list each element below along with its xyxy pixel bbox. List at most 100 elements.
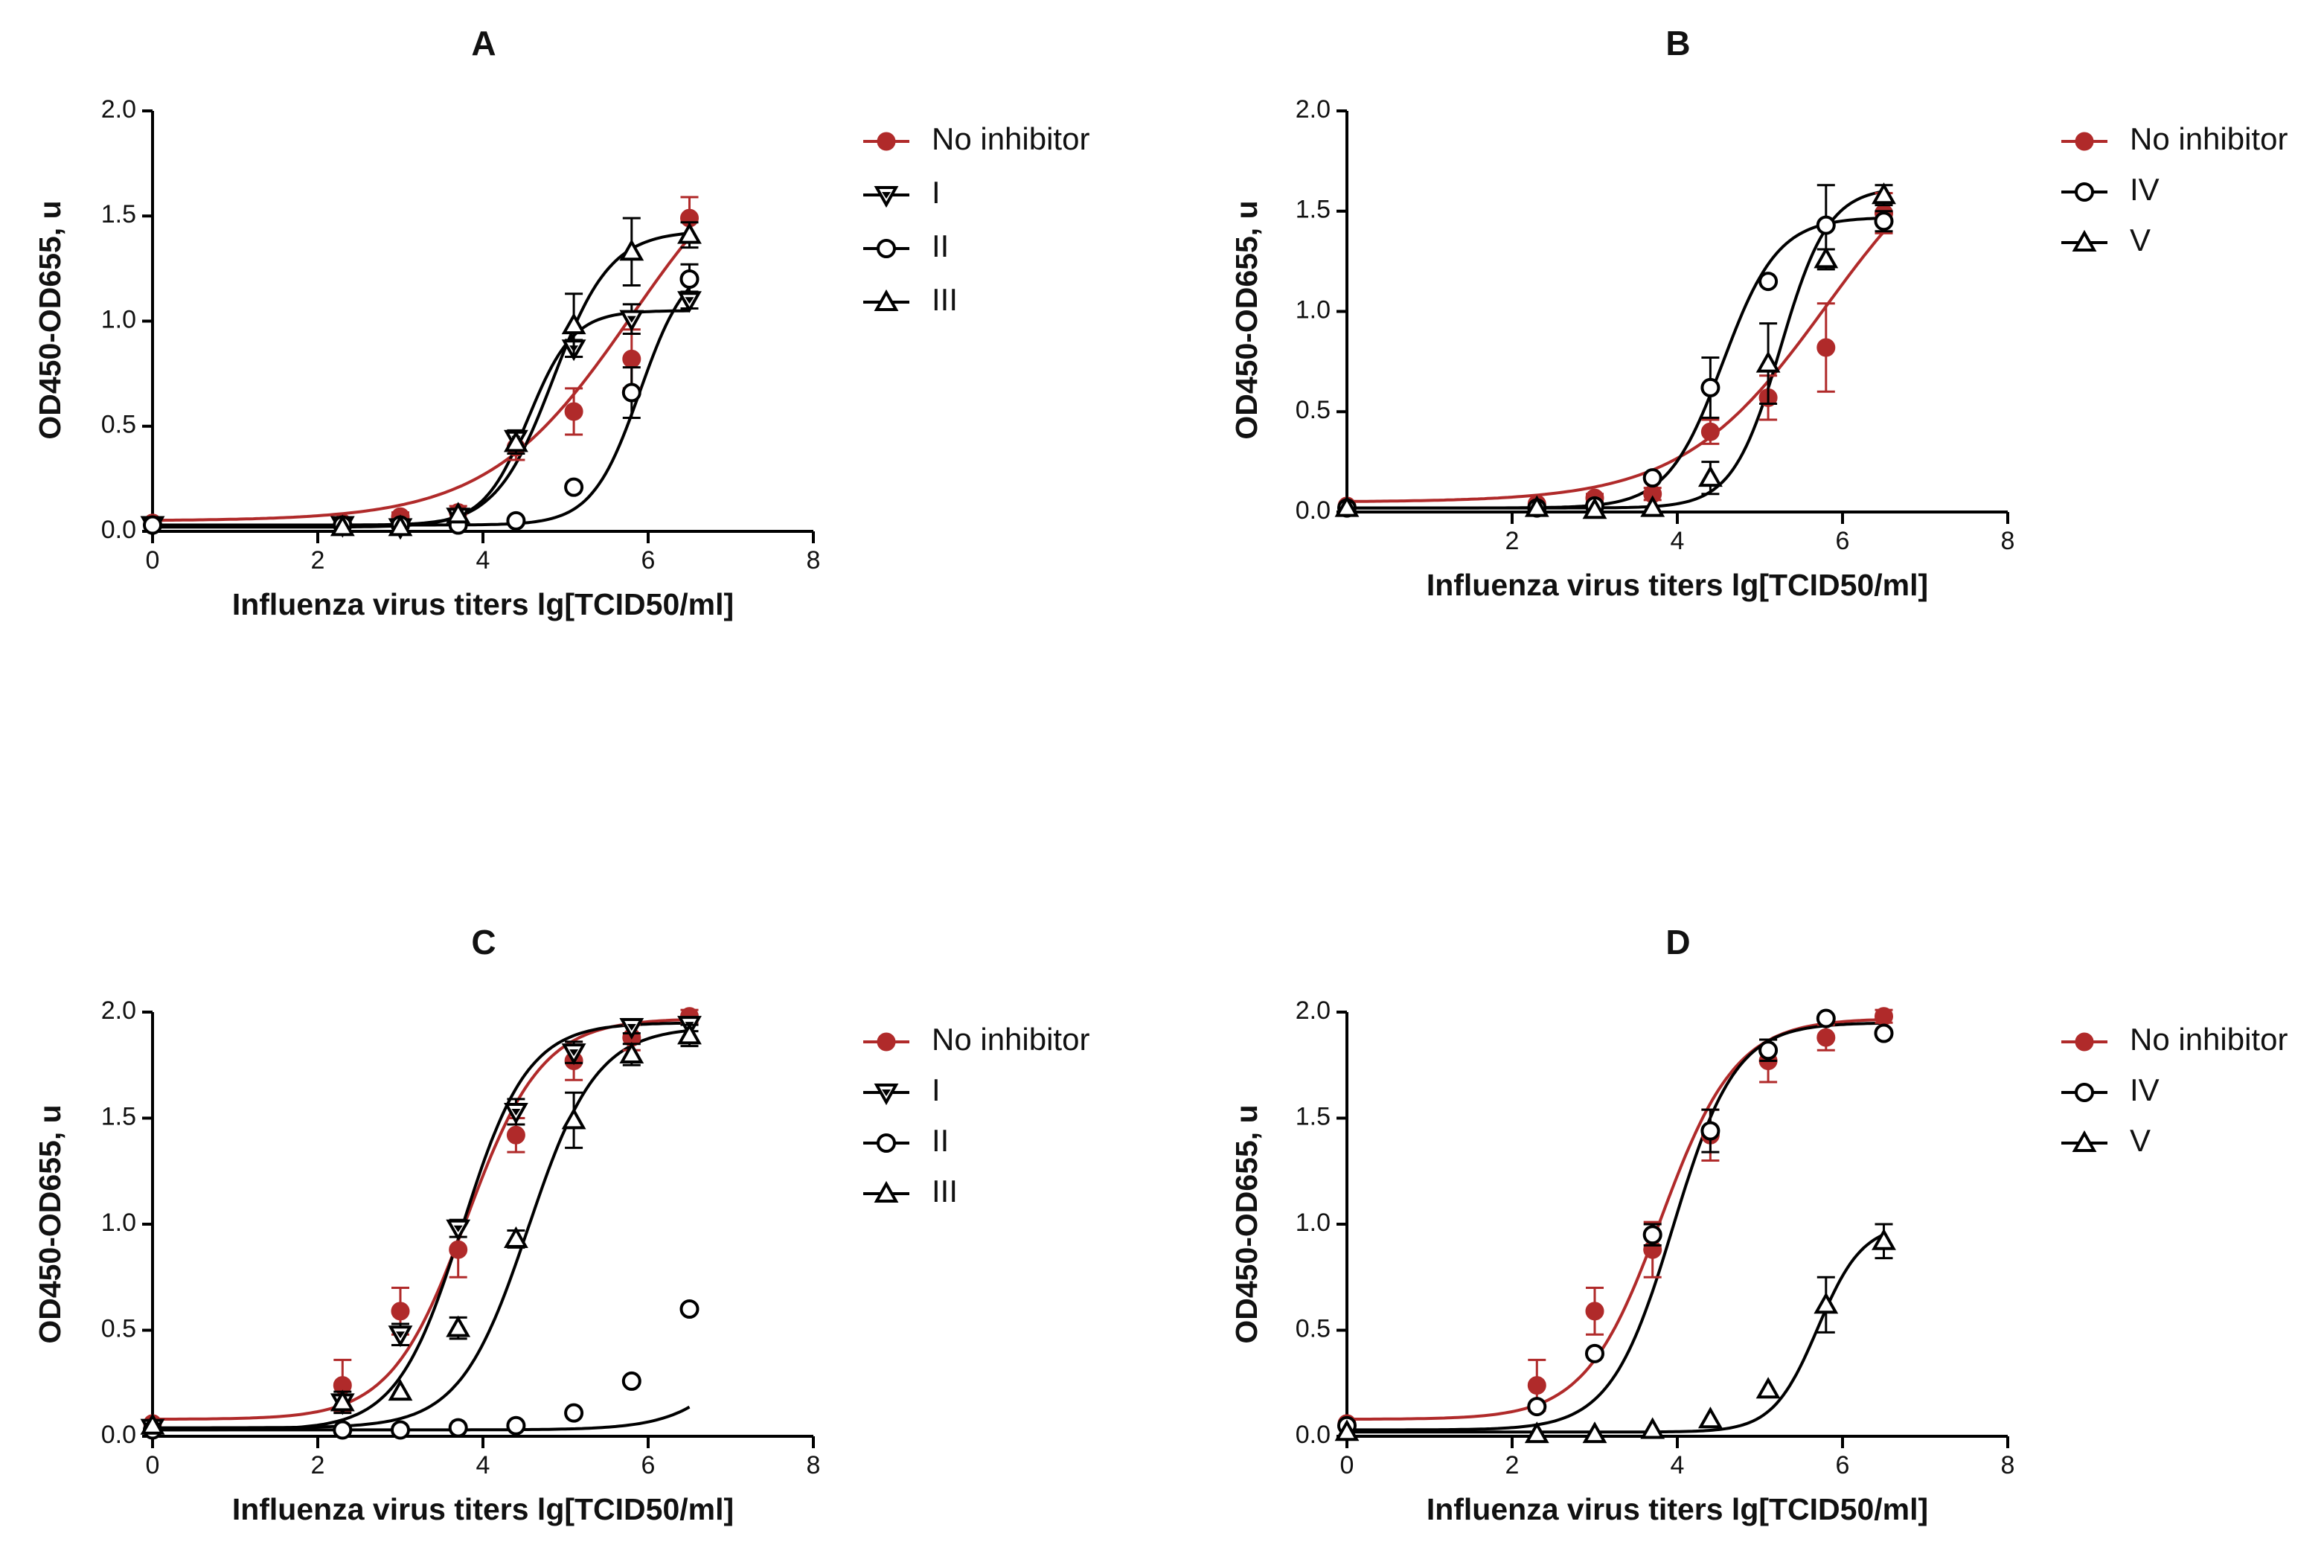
y-tick-label: 0.5 bbox=[1296, 1314, 1331, 1343]
legend-label: III bbox=[932, 1174, 958, 1209]
y-axis-title: OD450-OD655, u bbox=[33, 1104, 67, 1343]
data-point bbox=[503, 430, 528, 452]
legend-marker bbox=[874, 289, 899, 311]
y-tick-label: 1.0 bbox=[1296, 295, 1331, 324]
series-iv bbox=[1337, 1008, 1894, 1436]
x-tick-label: 8 bbox=[2001, 1451, 2015, 1479]
series-no-inhibitor bbox=[143, 1007, 699, 1433]
series-v bbox=[1334, 182, 1896, 519]
legend-label: V bbox=[2130, 1123, 2151, 1158]
data-point bbox=[449, 1240, 468, 1259]
x-axis-title: Influenza virus titers lg[TCID50/ml] bbox=[1427, 568, 1928, 602]
data-point bbox=[1582, 1421, 1607, 1444]
y-tick-label: 1.5 bbox=[101, 1102, 136, 1130]
legend-label: IV bbox=[2130, 172, 2160, 207]
fit-curve-2-1 bbox=[153, 1021, 690, 1432]
x-tick-label: 0 bbox=[1340, 1451, 1354, 1479]
data-point bbox=[1697, 465, 1723, 487]
y-tick-label: 0.5 bbox=[1296, 396, 1331, 424]
fit-curve-0-3 bbox=[153, 231, 690, 529]
data-point bbox=[685, 297, 694, 304]
legend-label: No inhibitor bbox=[932, 121, 1089, 156]
panel-title: D bbox=[1665, 923, 1690, 961]
y-tick-label: 2.0 bbox=[1296, 95, 1331, 124]
x-tick-label: 2 bbox=[1505, 527, 1520, 555]
legend-marker bbox=[2075, 132, 2094, 151]
data-point bbox=[1872, 1228, 1896, 1250]
fit-curve-2-2 bbox=[153, 1405, 691, 1432]
x-tick-label: 2 bbox=[1505, 1451, 1520, 1479]
legend-label: I bbox=[932, 1072, 941, 1107]
chart-panel-b: B 0.0 0.5 1.0 1.5 2.0 2 4 6 8 Influenza virus tite… bbox=[1229, 24, 2288, 602]
legend-label: No inhibitor bbox=[2130, 121, 2288, 156]
legend-marker bbox=[877, 1032, 896, 1052]
y-tick-label: 1.0 bbox=[1296, 1209, 1331, 1237]
data-point bbox=[1585, 1343, 1604, 1363]
data-point bbox=[679, 269, 700, 289]
fit-curve-0-2 bbox=[153, 287, 691, 527]
data-point bbox=[622, 349, 641, 368]
data-point bbox=[1640, 1417, 1665, 1439]
data-point bbox=[506, 1125, 525, 1145]
fit-curve-1-0 bbox=[1346, 231, 1886, 503]
data-point bbox=[140, 1412, 165, 1435]
legend-marker bbox=[2075, 182, 2094, 202]
data-point bbox=[1700, 1121, 1720, 1141]
data-point bbox=[1524, 495, 1549, 517]
data-point bbox=[1334, 495, 1360, 517]
y-tick-label: 0.0 bbox=[101, 1421, 136, 1449]
legend-marker bbox=[877, 1133, 896, 1153]
series-iii bbox=[140, 1023, 702, 1435]
data-point bbox=[506, 1415, 526, 1436]
series-iii bbox=[330, 217, 702, 537]
y-tick-label: 0.5 bbox=[101, 411, 136, 439]
x-axis-title: Influenza virus titers lg[TCID50/ml] bbox=[232, 587, 734, 621]
data-point bbox=[619, 1041, 644, 1063]
data-point bbox=[564, 477, 584, 497]
legend-label: No inhibitor bbox=[932, 1022, 1089, 1057]
fit-curve-0-0 bbox=[152, 236, 691, 522]
data-point bbox=[1527, 1376, 1546, 1395]
data-point bbox=[627, 1023, 636, 1031]
x-tick-label: 0 bbox=[146, 546, 160, 575]
y-tick-label: 1.0 bbox=[101, 1209, 136, 1237]
x-tick-label: 8 bbox=[2001, 527, 2015, 555]
data-point bbox=[1700, 422, 1720, 441]
data-point bbox=[511, 1108, 521, 1116]
data-point bbox=[1816, 1008, 1836, 1028]
data-point bbox=[330, 1389, 355, 1412]
series-ii bbox=[143, 263, 700, 535]
fit-curve-3-2 bbox=[1347, 1233, 1885, 1434]
series-no-inhibitor bbox=[1337, 191, 1893, 516]
y-tick-label: 2.0 bbox=[1296, 996, 1331, 1025]
y-tick-label: 0.5 bbox=[101, 1314, 136, 1343]
data-point bbox=[1816, 1028, 1836, 1047]
data-point bbox=[1814, 246, 1839, 269]
data-point bbox=[1642, 468, 1662, 488]
legend-marker bbox=[877, 239, 896, 258]
data-point bbox=[1874, 1023, 1894, 1043]
x-tick-label: 4 bbox=[476, 546, 490, 575]
data-point bbox=[1527, 1397, 1547, 1417]
data-point bbox=[446, 502, 471, 524]
series-no-inhibitor bbox=[1337, 1007, 1893, 1433]
legend-label: I bbox=[932, 175, 941, 210]
data-point bbox=[1524, 1421, 1549, 1444]
data-point bbox=[677, 222, 702, 244]
data-point bbox=[1814, 1292, 1839, 1314]
y-tick-label: 0.0 bbox=[1296, 1421, 1331, 1449]
data-point bbox=[561, 1107, 586, 1130]
data-point bbox=[388, 1379, 413, 1401]
panel-title: B bbox=[1665, 24, 1690, 63]
series-i bbox=[140, 1016, 702, 1441]
x-tick-label: 6 bbox=[641, 1451, 656, 1479]
y-tick-label: 1.5 bbox=[101, 200, 136, 228]
data-point bbox=[1700, 377, 1720, 397]
legend: No inhibitor IV V bbox=[2061, 121, 2288, 257]
y-tick-label: 1.5 bbox=[1296, 1102, 1331, 1130]
x-tick-label: 6 bbox=[1836, 1451, 1850, 1479]
data-point bbox=[1758, 272, 1779, 292]
data-point bbox=[619, 239, 644, 261]
